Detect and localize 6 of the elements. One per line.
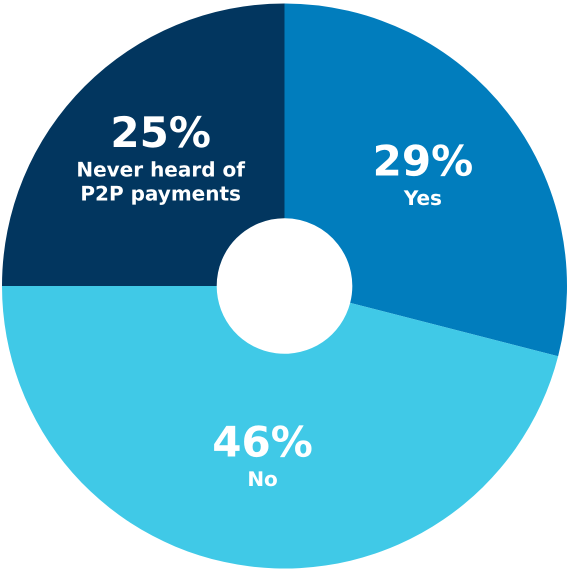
data-label: 29% <box>372 136 474 186</box>
slice-label: Never heard of P2P payments <box>76 157 246 206</box>
data-label: 46% <box>212 418 313 467</box>
slice-label: No <box>247 466 278 491</box>
data-label: 25% <box>110 108 211 158</box>
slice-label: Yes <box>402 186 442 210</box>
